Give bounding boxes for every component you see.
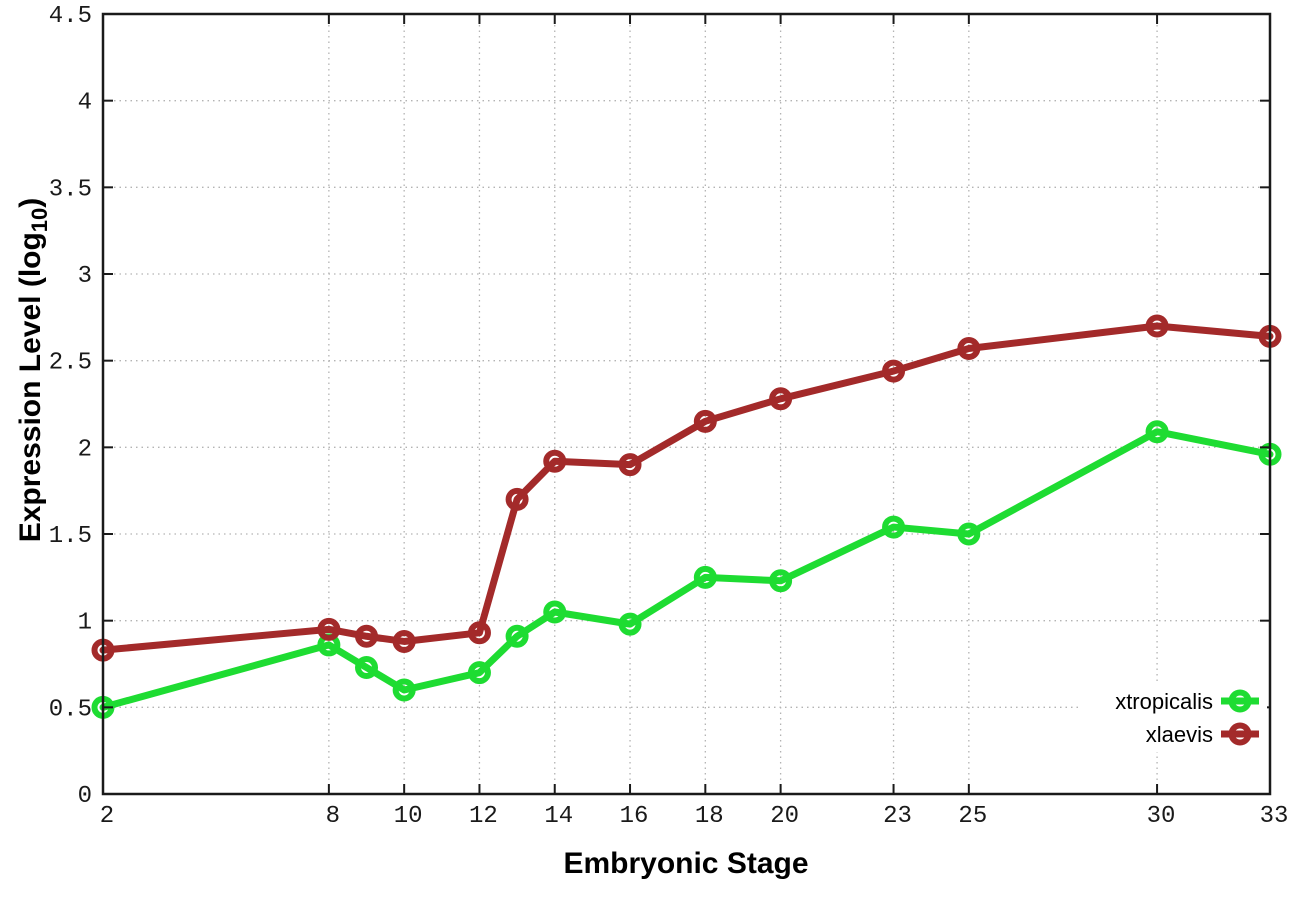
data-point-xlaevis-stage-20 [769, 387, 793, 411]
legend-label-xlaevis: xlaevis [1146, 722, 1213, 747]
x-tick-label: 30 [1147, 803, 1176, 830]
ticks-layer [102, 13, 1271, 795]
y-tick-label: 3 [78, 263, 92, 290]
y-tick-label: 0 [78, 783, 92, 810]
x-tick-label: 8 [326, 803, 340, 830]
data-point-xtropicalis-stage-12 [467, 661, 491, 685]
data-point-xlaevis-stage-12 [467, 621, 491, 645]
x-tick-label: 16 [620, 803, 649, 830]
data-point-xtropicalis-stage-18 [693, 565, 717, 589]
plot-border [101, 12, 1272, 796]
grid-layer [103, 14, 1271, 794]
data-point-xlaevis-stage-25 [957, 337, 981, 361]
series-line-xlaevis [99, 322, 1274, 654]
series-layer [91, 314, 1282, 719]
data-point-xlaevis-stage-13 [505, 487, 529, 511]
data-point-xtropicalis-stage-20 [769, 569, 793, 593]
x-axis-title: Embryonic Stage [563, 847, 808, 880]
x-tick-label: 20 [770, 803, 799, 830]
data-point-xtropicalis-stage-13 [505, 624, 529, 648]
data-point-xlaevis-stage-30 [1145, 314, 1169, 338]
data-point-xlaevis-stage-8 [317, 617, 341, 641]
x-tick-label: 25 [958, 803, 987, 830]
y-tick-label: 1 [78, 610, 92, 637]
x-tick-label: 18 [695, 803, 724, 830]
data-point-xtropicalis-stage-25 [957, 522, 981, 546]
y-tick-label: 0.5 [49, 696, 92, 723]
y-axis-title: Expression Level (log10) [14, 198, 52, 543]
data-point-xtropicalis-stage-16 [618, 612, 642, 636]
data-point-xlaevis-stage-23 [882, 359, 906, 383]
x-tick-label: 12 [469, 803, 498, 830]
legend: xtropicalis xlaevis [1078, 684, 1267, 752]
y-tick-label: 2.5 [49, 350, 92, 377]
tick-labels-layer: 2 8 10 12 14 16 18 20 23 25 30 33 0 0.5 1 1.5 2 2.5 3 3.5 4 4… [49, 3, 1289, 830]
data-point-xlaevis-stage-10 [392, 629, 416, 653]
legend-marker-xlaevis [1228, 722, 1252, 746]
y-tick-label: 3.5 [49, 176, 92, 203]
y-tick-label: 4 [78, 90, 92, 117]
x-tick-label: 2 [100, 803, 114, 830]
x-tick-label: 33 [1260, 803, 1289, 830]
series-line-xtropicalis [99, 428, 1274, 711]
data-point-xtropicalis-stage-14 [543, 600, 567, 624]
x-tick-label: 10 [394, 803, 423, 830]
data-point-xtropicalis-stage-10 [392, 678, 416, 702]
y-tick-label: 1.5 [49, 523, 92, 550]
data-point-xtropicalis-stage-30 [1145, 420, 1169, 444]
legend-label-xtropicalis: xtropicalis [1115, 689, 1213, 714]
data-point-xlaevis-stage-9 [355, 624, 379, 648]
x-tick-label: 14 [544, 803, 573, 830]
data-point-xtropicalis-stage-9 [355, 655, 379, 679]
data-point-xlaevis-stage-16 [618, 453, 642, 477]
y-tick-label: 2 [78, 436, 92, 463]
y-tick-label: 4.5 [49, 3, 92, 30]
data-point-xlaevis-stage-14 [543, 449, 567, 473]
legend-marker-xtropicalis [1228, 689, 1252, 713]
data-point-xtropicalis-stage-23 [882, 515, 906, 539]
x-tick-label: 23 [883, 803, 912, 830]
data-point-xlaevis-stage-18 [693, 409, 717, 433]
